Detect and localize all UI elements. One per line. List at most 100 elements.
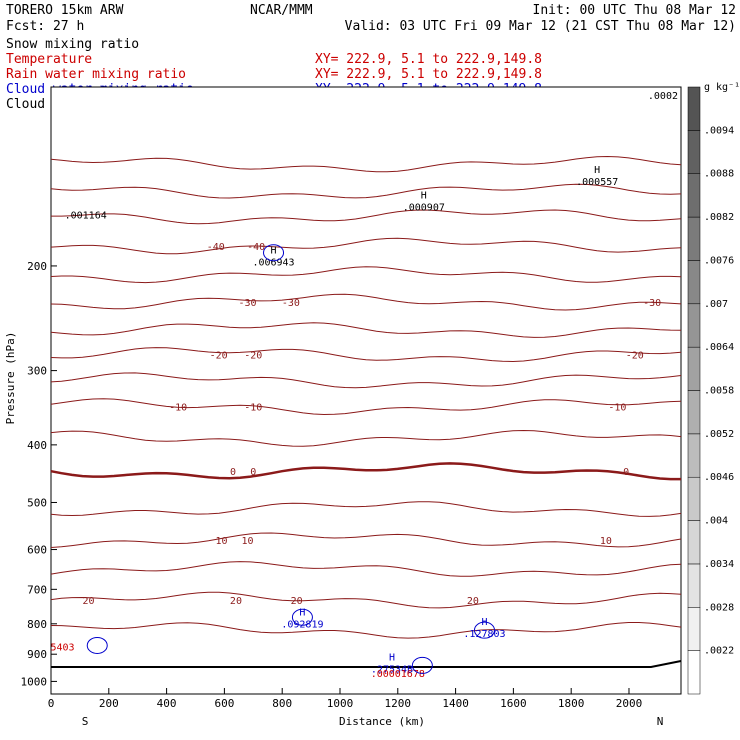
x-tick-label: 1800 (558, 697, 585, 710)
colorbar-label: .007 (704, 299, 728, 310)
isotherm-line (50, 398, 682, 416)
colorbar-label: .0088 (704, 169, 734, 180)
isotherm-label: 20 (467, 596, 479, 607)
y-tick-label: 700 (27, 583, 47, 596)
isotherm-line (50, 561, 682, 577)
field-legend-name: Rain water mixing ratio (6, 67, 186, 82)
x-tick-label: 600 (214, 697, 234, 710)
field-legend-name: Temperature (6, 52, 92, 67)
y-tick-label: 1000 (21, 675, 48, 688)
x-tick-label: 0 (48, 697, 55, 710)
maximum-value: .00001678 (371, 669, 425, 680)
x-end-label-right: N (657, 715, 664, 728)
cloud-contour (291, 608, 313, 626)
isotherm-label: 10 (215, 536, 227, 547)
isotherm-line (50, 155, 682, 173)
isotherm-label: -30 (643, 298, 661, 309)
y-tick-label: 500 (27, 496, 47, 509)
isotherm-line (50, 429, 682, 447)
isotherm-label: 10 (600, 536, 612, 547)
y-tick-label: 600 (27, 544, 47, 557)
cloud-contour (263, 244, 285, 262)
isotherm-label: -20 (626, 351, 644, 362)
init-time: Init: 00 UTC Thu 08 Mar 12 (533, 3, 737, 18)
maximum-value: .000557 (576, 177, 618, 188)
colorbar-swatch (687, 476, 701, 521)
center-title: NCAR/MMM (250, 3, 313, 18)
x-tick-label: 2000 (616, 697, 643, 710)
maximum-marker: H (594, 165, 600, 176)
x-tick-label: 1200 (385, 697, 412, 710)
isotherm-label: 20 (291, 596, 303, 607)
maximum-value: 5403 (51, 642, 75, 653)
y-tick-label: 400 (27, 439, 47, 452)
colorbar-label: .0022 (704, 646, 734, 657)
model-title: TORERO 15km ARW (6, 3, 124, 18)
isotherm-label: 10 (241, 536, 253, 547)
isotherm-label: -10 (244, 403, 262, 414)
isotherm-label: -30 (282, 298, 300, 309)
cloud-contour (86, 636, 108, 654)
maximum-marker: H (299, 607, 305, 618)
isotherm-label: -20 (244, 351, 262, 362)
maximum-marker: H (271, 245, 277, 256)
axes: 0 200 400 600 800 1000 1200 1400 1600 1800 2000200… (21, 260, 643, 710)
maximum-marker: H (389, 652, 395, 663)
colorbar-label: .0076 (704, 255, 734, 266)
field-legend-xy: XY= 222.9, 5.1 to 222.9,149.8 (315, 67, 542, 82)
top-right-value: .0002 (648, 91, 678, 102)
isotherm-label: 20 (230, 596, 242, 607)
field-legend-xy: XY= 222.9, 5.1 to 222.9,149.8 (315, 52, 542, 67)
maximum-value: .000907 (403, 202, 445, 213)
colorbar-swatch (687, 390, 701, 435)
colorbar-swatch (687, 303, 701, 348)
colorbar-swatch (687, 216, 701, 261)
isotherm-line (50, 501, 682, 517)
colorbar-swatch (687, 520, 701, 565)
y-tick-label: 200 (27, 260, 47, 273)
isotherm-label: 0 (250, 467, 256, 478)
y-axis-label: Pressure (hPa) (4, 332, 17, 425)
maximum-marker: H (421, 190, 427, 201)
forecast-hour: Fcst: 27 h (6, 19, 84, 34)
colorbar: .0022 .0028 .0034 .004 .0046 .0052 .0058 .0064.… (648, 82, 740, 695)
x-tick-label: 400 (157, 697, 177, 710)
colorbar-swatch (687, 433, 701, 478)
maximum-value: .001164 (65, 210, 107, 221)
isotherm-line (50, 532, 682, 548)
colorbar-swatch (687, 563, 701, 608)
colorbar-label: .0082 (704, 212, 734, 223)
isotherm-label: -20 (210, 351, 228, 362)
y-tick-label: 900 (27, 648, 47, 661)
isotherm-line (50, 347, 682, 363)
colorbar-swatch (687, 607, 701, 651)
isotherm-label: 20 (83, 596, 95, 607)
isotherm-label: -10 (608, 403, 626, 414)
x-tick-label: 200 (99, 697, 119, 710)
colorbar-label: .004 (704, 516, 728, 527)
y-tick-label: 300 (27, 365, 47, 378)
isotherm-label: 0 (623, 467, 629, 478)
colorbar-label: .0094 (704, 125, 734, 136)
isotherm-line (50, 237, 682, 255)
colorbar-label: .0046 (704, 472, 734, 483)
maximum-value: .127803 (463, 629, 505, 640)
isotherm-line (50, 462, 681, 481)
colorbar-swatch (687, 346, 701, 391)
colorbar-label: .0028 (704, 602, 734, 613)
cloud-contour (411, 656, 433, 674)
isotherm-line (50, 183, 682, 199)
x-tick-label: 1600 (500, 697, 527, 710)
colorbar-unit: g kg⁻¹ (704, 82, 740, 93)
colorbar-label: .0064 (704, 342, 734, 353)
plot-area: -40 -40 -30 -30 -30 -20 -20 -20 -10 -10 -10 0 0 0 10 10… (50, 86, 682, 695)
x-tick-label: 1400 (442, 697, 469, 710)
x-tick-label: 800 (272, 697, 292, 710)
isotherm-label: -40 (207, 242, 225, 253)
colorbar-swatch (687, 173, 701, 218)
isotherm-line (50, 591, 682, 609)
isotherm-label: -30 (238, 298, 256, 309)
isotherm-line (50, 293, 682, 311)
maximum-value: .27534B (371, 664, 413, 675)
